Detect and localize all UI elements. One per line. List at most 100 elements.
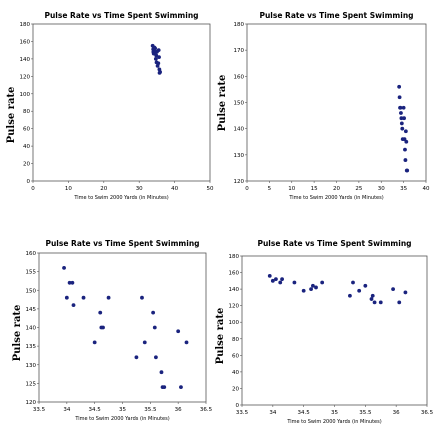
data-point [159, 370, 164, 375]
data-point [397, 300, 402, 305]
y-tick-label: 160 [234, 74, 245, 80]
data-point [156, 48, 161, 53]
x-axis-label: Time to Swim 2000 Yards (in Minutes) [286, 419, 381, 425]
y-tick-label: 120 [20, 74, 31, 80]
x-tick-label: 35 [331, 410, 338, 416]
data-point [157, 55, 161, 60]
x-tick-label: 34.5 [298, 410, 311, 416]
data-point [348, 293, 352, 298]
y-tick-label: 170 [234, 48, 245, 54]
data-point [162, 385, 167, 389]
data-point [142, 340, 147, 345]
data-point [397, 84, 402, 89]
y-tick-label: 150 [234, 101, 245, 107]
data-point [351, 280, 355, 285]
y-tick-label: 160 [20, 39, 31, 45]
y-tick-label: 120 [26, 400, 37, 406]
data-point [399, 121, 404, 126]
chart-title: Pulse Rate vs Time Spent Swimming [257, 239, 411, 248]
data-point [397, 95, 402, 100]
data-point [98, 310, 103, 315]
x-tick-label: 15 [311, 186, 318, 192]
y-tick-label: 80 [23, 109, 30, 115]
data-point [64, 295, 69, 300]
y-tick-label: 135 [26, 344, 37, 350]
y-tick-label: 180 [234, 22, 245, 28]
y-tick-label: 80 [232, 337, 239, 343]
x-axis-label: Time to Swim 2000 Yards (in Minutes) [288, 195, 383, 201]
y-tick-label: 120 [229, 304, 240, 310]
y-tick-label: 0 [27, 179, 31, 185]
x-tick-label: 33.5 [236, 410, 249, 416]
x-tick-label: 20 [100, 186, 107, 192]
y-tick-label: 145 [26, 307, 37, 313]
data-point [70, 280, 75, 285]
y-tick-label: 180 [229, 254, 240, 260]
x-tick-label: 20 [333, 186, 340, 192]
y-axis-label: Pulse rate [6, 87, 17, 144]
x-tick-label: 36.5 [200, 407, 213, 413]
data-point [81, 295, 86, 300]
x-tick-label: 40 [171, 186, 178, 192]
data-point [320, 280, 325, 285]
y-tick-label: 155 [26, 270, 37, 276]
x-tick-label: 30 [378, 186, 385, 192]
plot-area [38, 252, 207, 403]
y-tick-label: 0 [236, 403, 240, 409]
data-point [403, 129, 408, 134]
x-tick-label: 35 [119, 407, 126, 413]
data-point [403, 158, 408, 162]
x-axis-label: Time to Swim 2000 Yards (in Minutes) [73, 195, 168, 201]
data-point [357, 288, 362, 293]
x-tick-label: 0 [245, 186, 249, 192]
plot-area [241, 255, 428, 406]
x-tick-label: 10 [65, 186, 72, 192]
y-tick-label: 140 [229, 287, 240, 293]
data-point [314, 285, 318, 290]
data-point [278, 280, 283, 285]
data-point [267, 273, 272, 278]
data-point [179, 385, 183, 389]
y-axis-label: Pulse rate [215, 308, 226, 365]
data-point [153, 56, 158, 61]
y-tick-label: 160 [26, 251, 37, 257]
data-point [399, 116, 404, 121]
data-point [399, 111, 403, 115]
data-point [280, 277, 284, 282]
data-point [369, 297, 374, 301]
y-tick-label: 100 [20, 92, 31, 98]
data-point [363, 283, 368, 288]
y-axis-label: Pulse rate [12, 305, 23, 362]
data-point [92, 340, 97, 345]
data-point [154, 355, 158, 360]
y-tick-label: 180 [20, 22, 31, 28]
x-tick-label: 35 [400, 186, 407, 192]
data-point [405, 168, 410, 173]
x-tick-label: 34.5 [89, 407, 102, 413]
data-point [71, 303, 76, 308]
y-tick-label: 130 [26, 363, 37, 369]
data-point [401, 105, 406, 110]
data-point [402, 116, 406, 121]
y-tick-label: 140 [20, 57, 31, 63]
x-tick-label: 10 [288, 186, 295, 192]
chart-title: Pulse Rate vs Time Spent Swimming [259, 11, 413, 20]
data-point [101, 325, 105, 330]
x-tick-label: 5 [268, 186, 272, 192]
y-tick-label: 20 [232, 386, 239, 392]
data-point [404, 139, 409, 144]
data-point [134, 355, 139, 360]
y-tick-label: 20 [23, 162, 30, 168]
y-tick-label: 40 [23, 144, 30, 150]
data-point [370, 293, 375, 298]
data-point [301, 288, 306, 293]
chart-title: Pulse Rate vs Time Spent Swimming [45, 239, 199, 248]
data-point [158, 70, 162, 74]
data-point [151, 310, 156, 315]
data-point [311, 283, 315, 288]
data-point [156, 61, 161, 66]
data-point [152, 325, 157, 330]
data-point [292, 280, 297, 285]
y-axis-label: Pulse rate [217, 75, 228, 132]
x-tick-label: 36 [175, 407, 182, 413]
